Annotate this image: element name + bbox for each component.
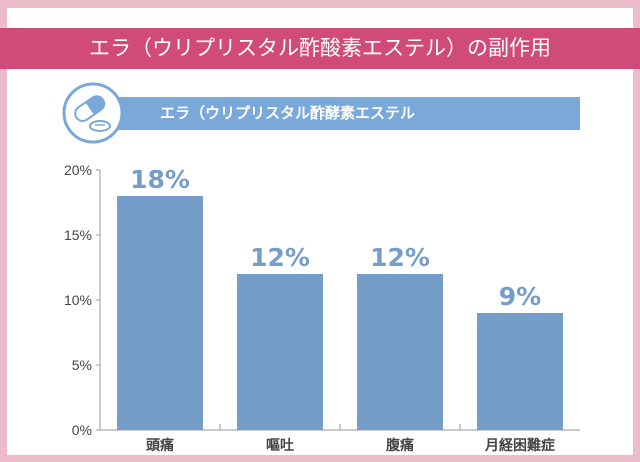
- x-tick-label: 嘔吐: [266, 438, 294, 454]
- y-tick-label: 5%: [72, 357, 92, 373]
- pill-icon: [62, 82, 124, 144]
- bar: [477, 313, 563, 430]
- y-tick-label: 15%: [64, 227, 92, 243]
- data-label: 9%: [499, 282, 541, 311]
- y-tick-label: 0%: [72, 422, 92, 438]
- bar: [357, 274, 443, 430]
- chart-subtitle: エラ（ウリプリスタル酢酵素エステル: [118, 97, 580, 130]
- data-label: 18%: [130, 165, 190, 194]
- page-title: エラ（ウリプリスタル酢酸素エステル）の副作用: [0, 28, 640, 69]
- y-tick-label: 20%: [64, 162, 92, 178]
- y-tick-label: 10%: [64, 292, 92, 308]
- bar: [237, 274, 323, 430]
- data-label: 12%: [250, 243, 310, 272]
- data-label: 12%: [370, 243, 430, 272]
- x-tick-label: 頭痛: [146, 437, 174, 454]
- x-tick-label: 腹痛: [386, 437, 414, 454]
- x-tick-label: 月経困難症: [484, 437, 555, 454]
- bar: [117, 196, 203, 430]
